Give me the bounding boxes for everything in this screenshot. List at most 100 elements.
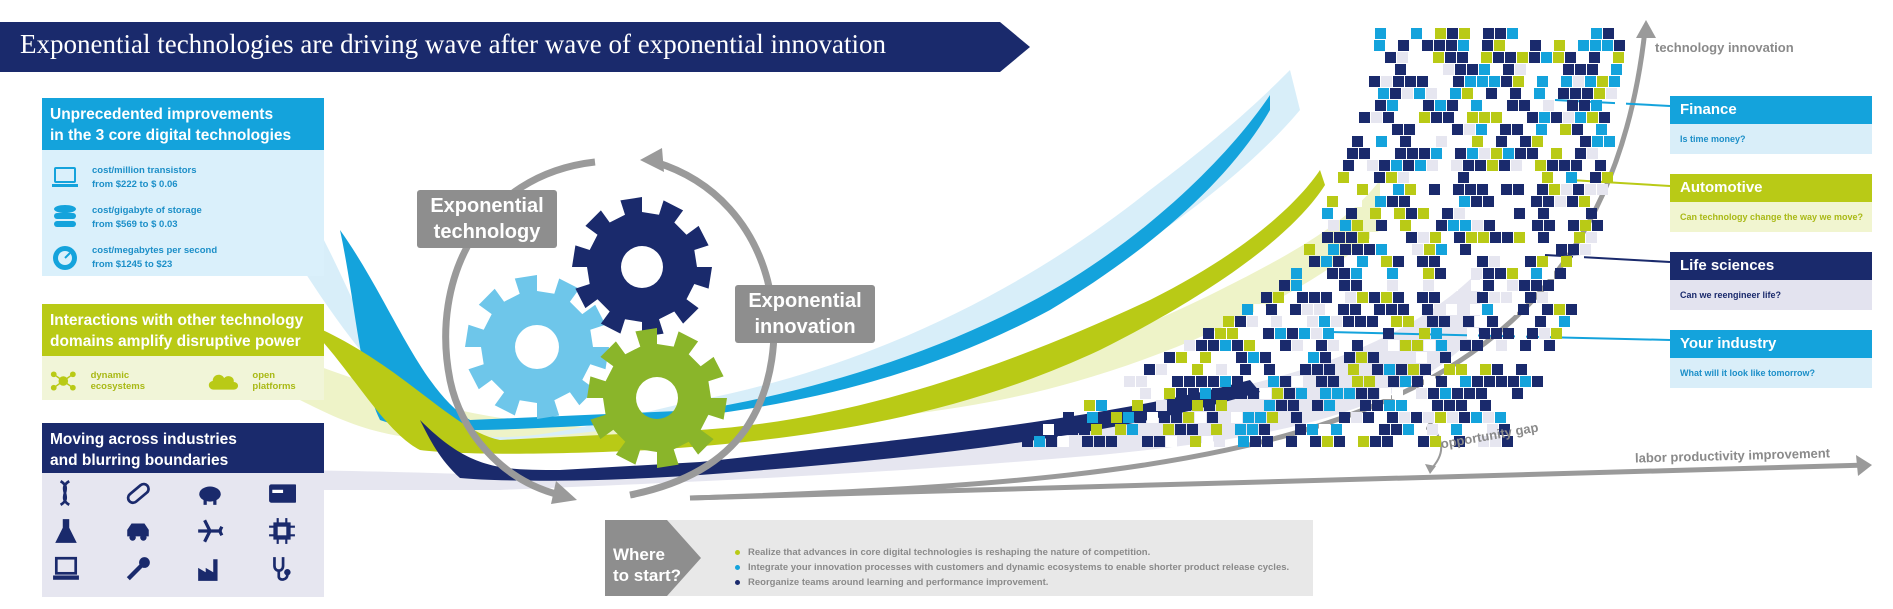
pixel-cell [1187, 424, 1198, 435]
pixel-cell [1587, 64, 1598, 75]
pixel-cell [1333, 292, 1344, 303]
pixel-cell [1376, 220, 1387, 231]
pixel-cell [1446, 172, 1457, 183]
pixel-cell [1314, 304, 1325, 315]
pixel-cell [1500, 124, 1511, 135]
pixel-cell [1483, 100, 1494, 111]
pixel-cell [1363, 268, 1374, 279]
pixel-cell [1352, 136, 1363, 147]
pixel-cell [1172, 376, 1183, 387]
pixel-cell [1124, 376, 1135, 387]
pixel-cell [1494, 40, 1505, 51]
pixel-cell [1355, 316, 1366, 327]
page-title: Exponential technologies are driving wav… [20, 29, 886, 59]
pixel-cell [1418, 208, 1429, 219]
pixel-cell [1543, 100, 1554, 111]
pixel-cell [1332, 388, 1343, 399]
pixel-cell [1575, 148, 1586, 159]
pixel-cell [1477, 184, 1488, 195]
pixel-cell [1550, 208, 1561, 219]
pixel-cell [1339, 280, 1350, 291]
gear-navy [572, 197, 712, 337]
pixel-cell [1574, 232, 1585, 243]
pixel-cell [1529, 52, 1540, 63]
pixel-cell [1208, 340, 1219, 351]
pixel-cell [1204, 400, 1215, 411]
pixel-cell [1447, 412, 1458, 423]
pixel-cell [1436, 244, 1447, 255]
pixel-cell [1214, 436, 1225, 447]
pixel-cell [1176, 352, 1187, 363]
pixel-cell [1340, 244, 1351, 255]
pixel-cell [1166, 436, 1177, 447]
pixel-cell [1457, 52, 1468, 63]
pixel-cell [1374, 172, 1385, 183]
pixel-cell [1471, 268, 1482, 279]
pixel-cell [1513, 184, 1524, 195]
pixel-cell [1046, 436, 1057, 447]
pixel-cell [1387, 196, 1398, 207]
pixel-cell [1615, 100, 1626, 111]
pixel-cell [1517, 52, 1528, 63]
pixel-cell [1463, 160, 1474, 171]
pixel-cell [1386, 304, 1397, 315]
pixel-cell [1288, 400, 1299, 411]
pixel-cell [1223, 316, 1234, 327]
pixel-cell [1412, 376, 1423, 387]
pixel-cell [1183, 412, 1194, 423]
pixel-cell [1224, 388, 1235, 399]
pixel-cell [1350, 304, 1361, 315]
pixel-cell [1611, 64, 1622, 75]
pixel-cell [1369, 292, 1380, 303]
pixel-cell [1369, 76, 1380, 87]
pixel-cell [1451, 160, 1462, 171]
pixel-cell [1411, 412, 1422, 423]
pixel-cell [1543, 28, 1554, 39]
pixel-cell [1309, 256, 1320, 267]
pixel-cell [1587, 148, 1598, 159]
bullet-dot [735, 579, 740, 585]
pixel-cell [1434, 304, 1445, 315]
pixel-cell [1551, 328, 1562, 339]
pixel-cell [1375, 28, 1386, 39]
pixel-cell [1357, 184, 1368, 195]
pixel-cell [1392, 124, 1403, 135]
pixel-cell [1379, 424, 1390, 435]
pixel-cell [1348, 364, 1359, 375]
pixel-cell [1256, 340, 1267, 351]
pixel-cell [1481, 52, 1492, 63]
pixel-cell [1513, 256, 1524, 267]
pixel-cell [1544, 340, 1555, 351]
pixel-cell [1466, 208, 1477, 219]
pixel-cell [1347, 148, 1358, 159]
pixel-cell [1298, 436, 1309, 447]
pixel-cell [1375, 280, 1386, 291]
core-tech-panel: Unprecedented improvements in the 3 core… [42, 98, 324, 276]
pixel-cell [1499, 424, 1510, 435]
pixel-cell [1359, 148, 1370, 159]
pixel-cell [1106, 436, 1117, 447]
pixel-cell [1516, 400, 1527, 411]
pixel-cell [1378, 88, 1389, 99]
pixel-cell [1566, 172, 1577, 183]
pixel-cell [1390, 88, 1401, 99]
pixel-cell [1235, 424, 1246, 435]
pixel-cell [1211, 424, 1222, 435]
pixel-cell [1592, 136, 1603, 147]
pixel-cell [1324, 364, 1335, 375]
pixel-cell [1549, 76, 1560, 87]
pixel-cell [1491, 112, 1502, 123]
pixel-cell [1239, 328, 1250, 339]
pixel-cell [1571, 160, 1582, 171]
pixel-cell [1358, 436, 1369, 447]
pixel-cell [1405, 76, 1416, 87]
pixel-cell [1351, 196, 1362, 207]
pixel-cell [1426, 88, 1437, 99]
pixel-cell [1542, 304, 1553, 315]
pixel-cell [1491, 148, 1502, 159]
pixel-cell [1379, 160, 1390, 171]
pixel-cell [1254, 304, 1265, 315]
pixel-cell [1356, 124, 1367, 135]
pixel-cell [1247, 424, 1258, 435]
pixel-cell [1579, 268, 1590, 279]
